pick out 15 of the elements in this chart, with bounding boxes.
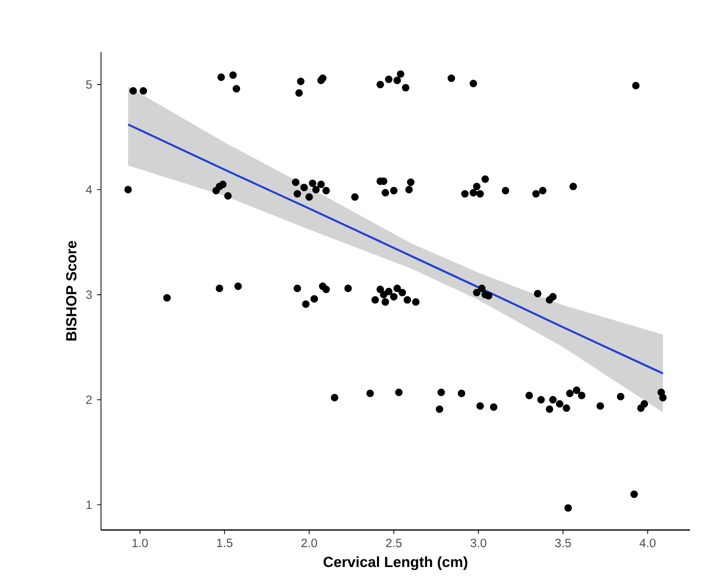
x-axis-title: Cervical Length (cm) <box>324 556 468 570</box>
y-tick-label: 1 <box>86 500 92 509</box>
x-tick-label: 1.0 <box>132 538 148 548</box>
y-tick-label: 2 <box>86 396 92 404</box>
x-tick-label: 3.5 <box>555 538 571 548</box>
line-series <box>127 123 664 374</box>
y-tick-label: 5 <box>86 80 92 89</box>
y-axis-title: BISHOP Score <box>66 240 76 341</box>
y-tick-label: 4 <box>86 185 92 194</box>
x-tick-label: 1.5 <box>217 538 232 548</box>
x-tick-label: 3.0 <box>470 538 486 548</box>
x-tick-label: 4.0 <box>640 538 656 548</box>
x-tick-label: 2.5 <box>386 538 402 548</box>
x-tick-label: 2.0 <box>301 538 318 548</box>
y-tick-label: 3 <box>86 290 92 299</box>
